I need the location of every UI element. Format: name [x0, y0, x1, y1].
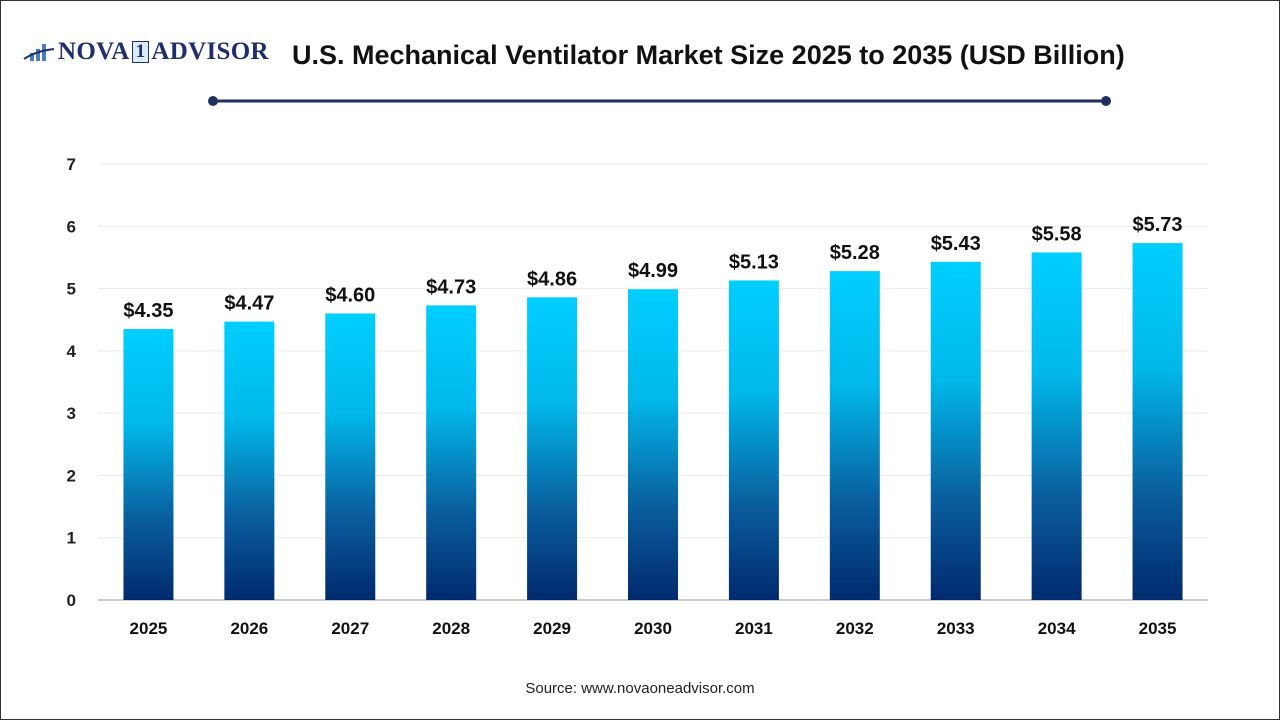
- bar-2032: [829, 271, 880, 600]
- logo-bars-icon: [23, 44, 55, 61]
- x-tick-label: 2025: [130, 619, 168, 638]
- bar-2029: [527, 297, 578, 600]
- y-tick-label: 1: [67, 529, 76, 548]
- divider-dot-right: [1101, 96, 1111, 106]
- x-tick-label: 2032: [836, 619, 874, 638]
- y-tick-label: 7: [67, 155, 76, 174]
- x-tick-label: 2029: [533, 619, 571, 638]
- x-tick-label: 2030: [634, 619, 672, 638]
- bar-2035: [1132, 243, 1183, 601]
- chart-title: U.S. Mechanical Ventilator Market Size 2…: [292, 40, 1125, 70]
- bar-2031: [728, 280, 779, 600]
- y-tick-label: 3: [67, 404, 76, 423]
- bar-2030: [628, 289, 678, 600]
- y-tick-label: 5: [67, 280, 76, 299]
- data-label: $4.35: [123, 300, 173, 322]
- y-tick-label: 0: [67, 591, 76, 610]
- x-tick-label: 2027: [331, 619, 369, 638]
- x-tick-label: 2035: [1139, 619, 1177, 638]
- data-label: $5.13: [729, 251, 779, 273]
- x-tick-label: 2028: [432, 619, 470, 638]
- y-tick-label: 2: [67, 466, 76, 485]
- x-tick-label: 2026: [230, 619, 268, 638]
- logo: NOVA 1 ADVISOR: [22, 38, 269, 66]
- data-label: $5.73: [1133, 214, 1183, 236]
- data-label: $4.60: [325, 284, 375, 306]
- data-label: $5.43: [931, 233, 981, 255]
- logo-text: NOVA: [58, 38, 130, 65]
- data-label: $4.47: [224, 293, 274, 315]
- logo-one: 1: [131, 41, 150, 63]
- divider-dot-left: [208, 96, 218, 106]
- x-tick-label: 2033: [937, 619, 975, 638]
- bar-2026: [224, 321, 275, 600]
- source-note: Source: www.novaoneadvisor.com: [525, 680, 755, 697]
- data-label: $4.73: [426, 276, 476, 298]
- data-label: $5.28: [830, 242, 880, 264]
- bar-2028: [426, 305, 477, 600]
- data-label: $5.58: [1032, 223, 1082, 245]
- data-label: $4.99: [628, 260, 678, 282]
- bar-2033: [930, 261, 981, 600]
- x-tick-label: 2034: [1038, 619, 1076, 638]
- bar-2025: [123, 329, 174, 600]
- bar-2027: [325, 313, 376, 600]
- bar-2034: [1031, 252, 1082, 600]
- y-tick-label: 6: [67, 217, 76, 236]
- logo-text-2: ADVISOR: [151, 38, 269, 65]
- x-tick-label: 2031: [735, 619, 773, 638]
- y-tick-label: 4: [67, 342, 77, 361]
- data-label: $4.86: [527, 268, 577, 290]
